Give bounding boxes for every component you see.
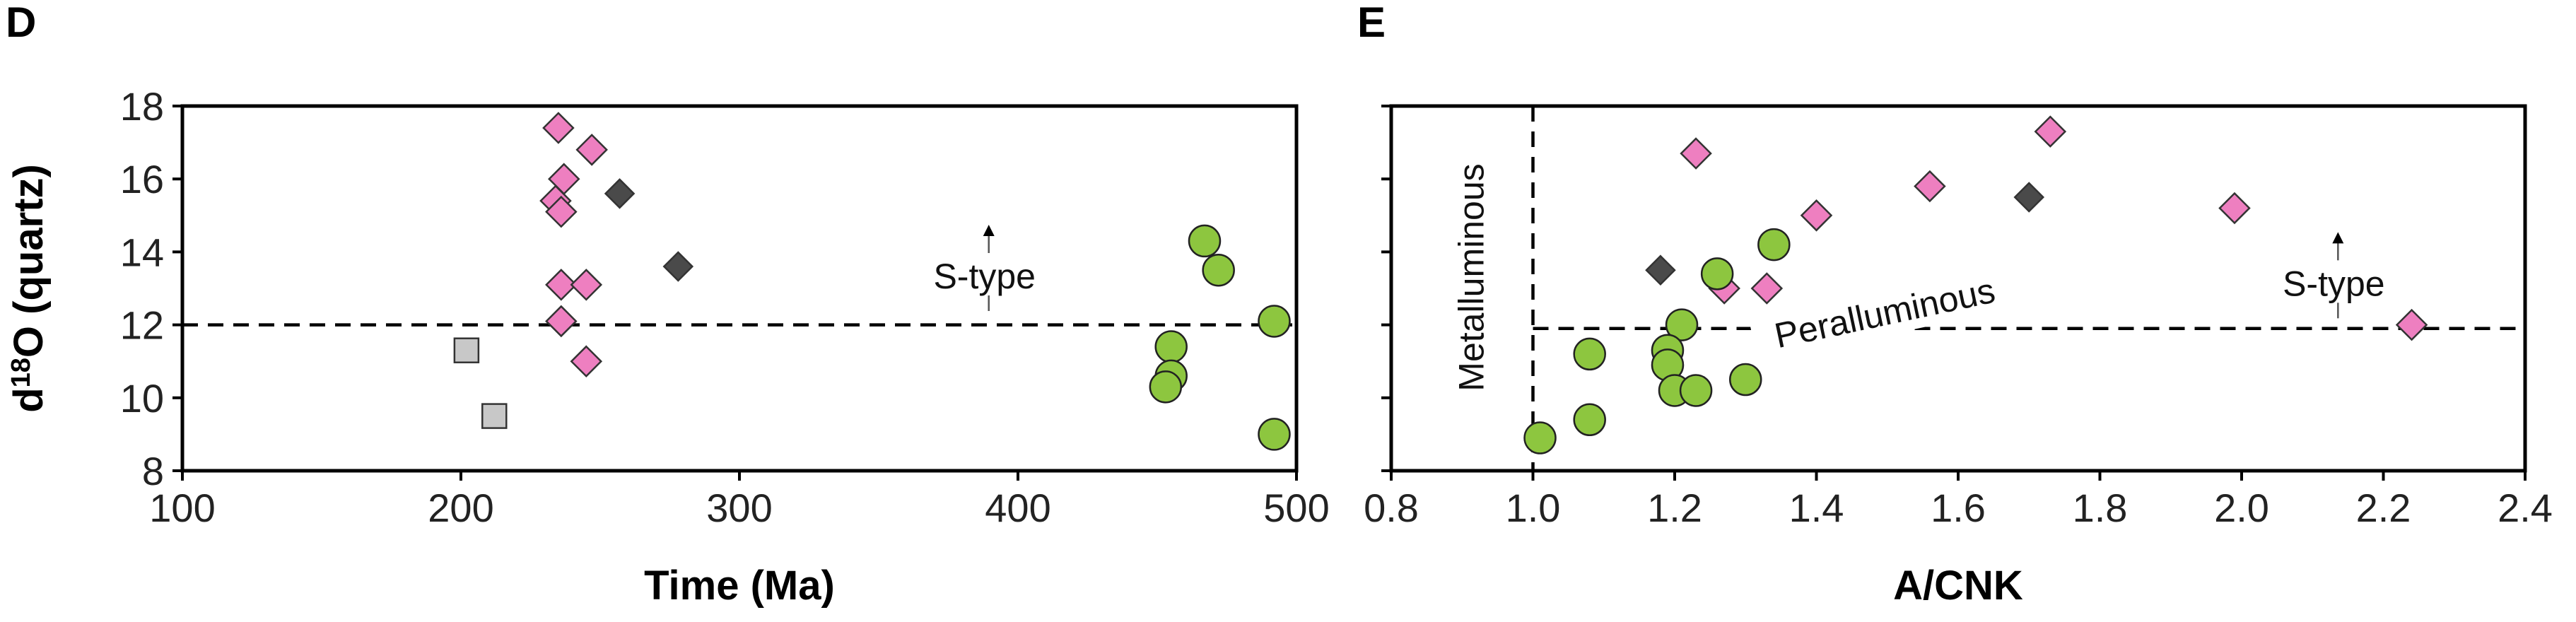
circle-marker	[1258, 418, 1291, 451]
diamond-marker	[1680, 137, 1712, 170]
x-tick-label: 300	[706, 486, 772, 530]
y-tick-label: 8	[142, 449, 164, 493]
diamond-marker	[545, 305, 578, 338]
panel-e-x-axis-label: A/CNK	[1893, 563, 2023, 609]
panel-e-letter: E	[1357, 0, 1386, 46]
annotation-background	[1750, 268, 2021, 363]
x-tick-label: 2.4	[2498, 486, 2553, 530]
ylabel-d: d	[6, 387, 52, 412]
y-tick-label: 18	[120, 84, 164, 129]
annotation-background	[2276, 264, 2392, 306]
diamond-marker	[1750, 272, 1784, 305]
region-annotation: Metalluminous	[1451, 163, 1491, 391]
s-type-annotation: S-type	[933, 257, 1036, 296]
region-annotation: Peralluminous	[1771, 271, 1998, 356]
y-tick-label: 16	[120, 157, 164, 201]
x-tick-label: 2.0	[2214, 486, 2269, 530]
x-tick-label: 1.0	[1506, 486, 1561, 530]
x-tick-label: 200	[428, 486, 493, 530]
x-tick-label: 1.4	[1789, 486, 1844, 530]
panel-d-x-axis-label: Time (Ma)	[644, 563, 835, 609]
circle-marker	[1729, 363, 1762, 397]
diamond-marker	[2218, 192, 2251, 225]
circle-marker	[1573, 337, 1606, 371]
square-marker	[481, 403, 508, 429]
diamond-marker	[2013, 182, 2045, 213]
x-tick-label: 1.8	[2073, 486, 2128, 530]
diamond-marker	[575, 134, 608, 166]
circle-marker	[1679, 374, 1713, 407]
panel-e-chart: E 0.8 1.0 1.2 1.4 1.6 1.8 2.0 2.2 2.4 Metallumin…	[1357, 0, 2553, 609]
x-tick-label: 1.6	[1931, 486, 1986, 530]
diamond-marker	[545, 195, 578, 228]
x-tick-label: 2.2	[2356, 486, 2411, 530]
circle-marker	[1665, 308, 1699, 341]
diamond-marker	[1645, 254, 1676, 286]
arrow-head	[983, 225, 995, 236]
diamond-marker	[570, 345, 603, 377]
circle-marker	[1188, 224, 1222, 258]
diamond-marker	[542, 112, 575, 144]
y-tick-label: 12	[120, 303, 164, 348]
diamond-marker	[1914, 170, 1946, 203]
diamond-marker	[662, 251, 694, 282]
ylabel-rest: O (quartz)	[6, 164, 52, 358]
circle-marker	[1523, 421, 1557, 454]
x-tick-label: 400	[985, 486, 1050, 530]
panel-d-chart: D 100 200 300 400 500 8 10 12 14 16 18 S-type Time…	[6, 0, 1330, 609]
y-tick-label: 14	[120, 230, 164, 274]
circle-marker	[1757, 228, 1791, 262]
diamond-marker	[570, 269, 603, 301]
panel-d-plot-frame	[180, 104, 1299, 473]
diamond-marker	[604, 178, 636, 209]
circle-marker	[1700, 257, 1734, 291]
x-tick-label: 0.8	[1364, 486, 1419, 530]
s-type-annotation: S-type	[2283, 264, 2385, 303]
square-marker	[453, 337, 480, 363]
x-tick-label: 1.2	[1647, 486, 1702, 530]
diamond-marker	[2395, 308, 2428, 341]
ylabel-superscript: 18	[6, 358, 36, 387]
diamond-marker	[1800, 199, 1833, 232]
arrow-head	[2332, 232, 2344, 244]
diamond-marker	[2034, 115, 2067, 148]
panel-d-y-axis-label: d18O (quartz)	[6, 164, 52, 413]
circle-marker	[1258, 305, 1291, 338]
circle-marker	[1149, 370, 1183, 404]
panel-d-letter: D	[6, 0, 36, 46]
y-tick-label: 10	[120, 376, 164, 421]
circle-marker	[1573, 403, 1606, 437]
x-tick-label: 100	[149, 486, 215, 530]
circle-marker	[1154, 330, 1188, 363]
x-tick-label: 500	[1263, 486, 1329, 530]
diamond-marker	[545, 269, 578, 301]
annotation-background	[926, 257, 1043, 298]
circle-marker	[1202, 253, 1235, 287]
